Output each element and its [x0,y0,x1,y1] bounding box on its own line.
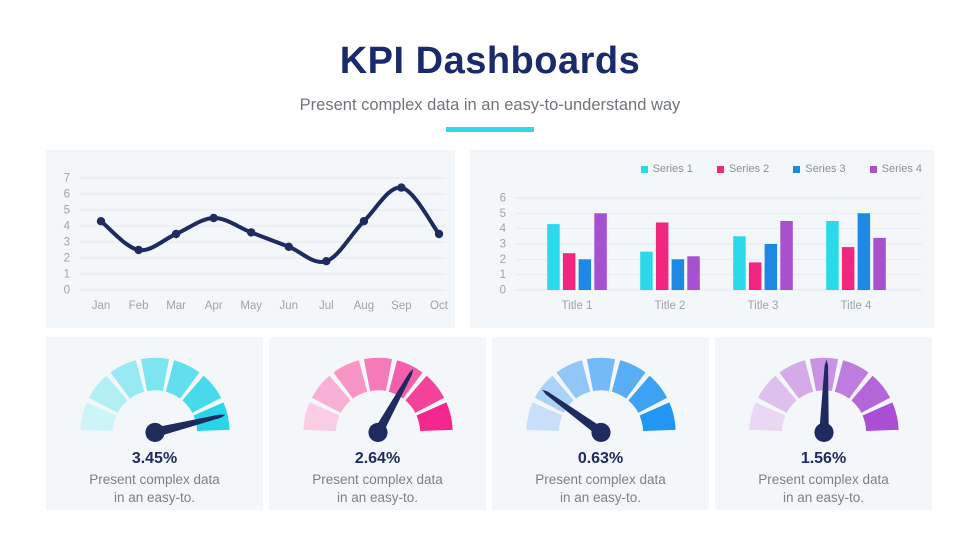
svg-text:Apr: Apr [205,300,223,312]
gauge-description-line1: Present complex data [535,472,666,487]
gauge-description-line1: Present complex data [758,472,889,487]
svg-text:May: May [240,300,262,312]
bar-series [547,213,886,290]
svg-text:0: 0 [500,285,506,297]
gauge-value: 1.56% [800,450,847,467]
line-chart-panel: 0 1 2 3 4 5 6 7 Jan Feb Mar Apr May Jun Jul Aug Sep Oct [46,150,455,328]
gauge-chart [79,357,230,442]
bar-chart: 0 1 2 3 4 5 6 Title 1 Title 2 Title 3 Title 4 [500,193,922,313]
svg-text:4: 4 [500,223,507,235]
page-subtitle: Present complex data in an easy-to-under… [299,96,681,114]
gauge-needle [153,414,226,438]
svg-text:Oct: Oct [430,300,449,312]
gauge-description-line2: in an easy-to. [336,489,419,505]
svg-text:2: 2 [500,254,506,266]
legend-swatch-icon [640,165,648,173]
svg-text:Title 1: Title 1 [562,300,593,312]
gauge-value: 2.64% [354,450,401,467]
line-series [96,183,444,266]
legend-swatch-icon [869,165,877,173]
legend-item: Series 3 [793,163,846,175]
svg-text:Sep: Sep [391,300,411,312]
gauge-description-line2: in an easy-to. [113,489,196,505]
gauge-segments [302,357,453,431]
gauge-card-2: 2.64% Present complex data in an easy-to. [269,337,486,510]
svg-text:Title 3: Title 3 [748,300,779,312]
header: KPI Dashboards Present complex data in a… [0,40,980,132]
gauge-card-1: 3.45% Present complex data in an easy-to. [46,337,263,510]
svg-text:6: 6 [500,193,506,205]
line-grid-lines [80,177,446,291]
gauge-needle [818,359,829,433]
svg-text:Title 4: Title 4 [841,300,872,312]
gauge-description: Present complex data in an easy-to. [269,471,486,506]
gauge-description: Present complex data in an easy-to. [46,471,263,506]
gauge-value: 0.63% [577,450,624,467]
svg-text:6: 6 [64,189,70,201]
page-title: KPI Dashboards [339,40,641,82]
svg-text:0: 0 [64,285,70,297]
legend-item: Series 2 [716,163,770,175]
svg-text:4: 4 [64,221,71,233]
svg-text:Jul: Jul [319,300,334,312]
bar-chart-panel: Series 1 Series 2 Series 3 Series 4 0 1 2 3 4 5 6… [470,150,934,328]
legend-item: Series 4 [869,163,922,175]
gauge-hub [144,422,165,442]
subtitle-accent-bar [446,127,534,132]
gauge-description-line1: Present complex data [89,472,220,487]
svg-text:3: 3 [500,239,506,251]
gauge-chart [525,357,676,442]
line-chart: 0 1 2 3 4 5 6 7 Jan Feb Mar Apr May Jun Jul Aug Sep Oct [64,173,449,313]
gauge-hub [813,422,834,442]
gauge-description-line1: Present complex data [312,472,443,487]
legend-label: Series 4 [881,163,922,175]
legend-swatch-icon [716,165,724,173]
gauge-description-line2: in an easy-to. [782,489,865,505]
legend-label: Series 3 [805,163,846,175]
gauge-description: Present complex data in an easy-to. [492,471,709,506]
legend-label: Series 1 [652,163,693,175]
gauge-chart [302,357,453,442]
legend-item: Series 1 [640,163,693,175]
gauge-needle [373,368,413,435]
svg-text:1: 1 [64,269,70,281]
gauge-value: 3.45% [131,450,178,467]
svg-text:Feb: Feb [129,300,149,312]
legend-label: Series 2 [728,163,770,175]
gauge-segments [79,357,230,431]
svg-text:Mar: Mar [166,300,186,312]
svg-text:Jun: Jun [280,300,299,312]
svg-text:7: 7 [64,173,70,185]
gauge-hub [367,422,388,442]
gauge-card-3: 0.63% Present complex data in an easy-to. [492,337,709,510]
svg-text:2: 2 [64,253,70,265]
gauge-needle [541,389,604,437]
svg-text:3: 3 [64,237,70,249]
gauge-card-4: 1.56% Present complex data in an easy-to. [715,337,932,510]
legend-swatch-icon [793,165,801,173]
svg-text:1: 1 [500,269,506,281]
svg-text:Aug: Aug [354,300,374,312]
gauge-description-line2: in an easy-to. [559,489,642,505]
gauges-row: 3.45% Present complex data in an easy-to. 2… [46,337,932,510]
line-axis-labels: 0 1 2 3 4 5 6 7 Jan Feb Mar Apr May Jun Jul Aug Sep Oct [64,173,449,313]
svg-text:5: 5 [500,208,506,220]
bar-chart-legend: Series 1 Series 2 Series 3 Series 4 [640,163,922,175]
gauge-hub [590,422,611,442]
gauge-description: Present complex data in an easy-to. [715,471,932,506]
svg-text:Jan: Jan [92,300,111,312]
gauge-chart [748,357,899,442]
charts-row: 0 1 2 3 4 5 6 7 Jan Feb Mar Apr May Jun Jul Aug Sep Oct S… [46,150,934,328]
svg-text:5: 5 [64,205,70,217]
svg-text:Title 2: Title 2 [655,300,686,312]
bar-axis-labels: 0 1 2 3 4 5 6 Title 1 Title 2 Title 3 Title 4 [500,193,872,313]
